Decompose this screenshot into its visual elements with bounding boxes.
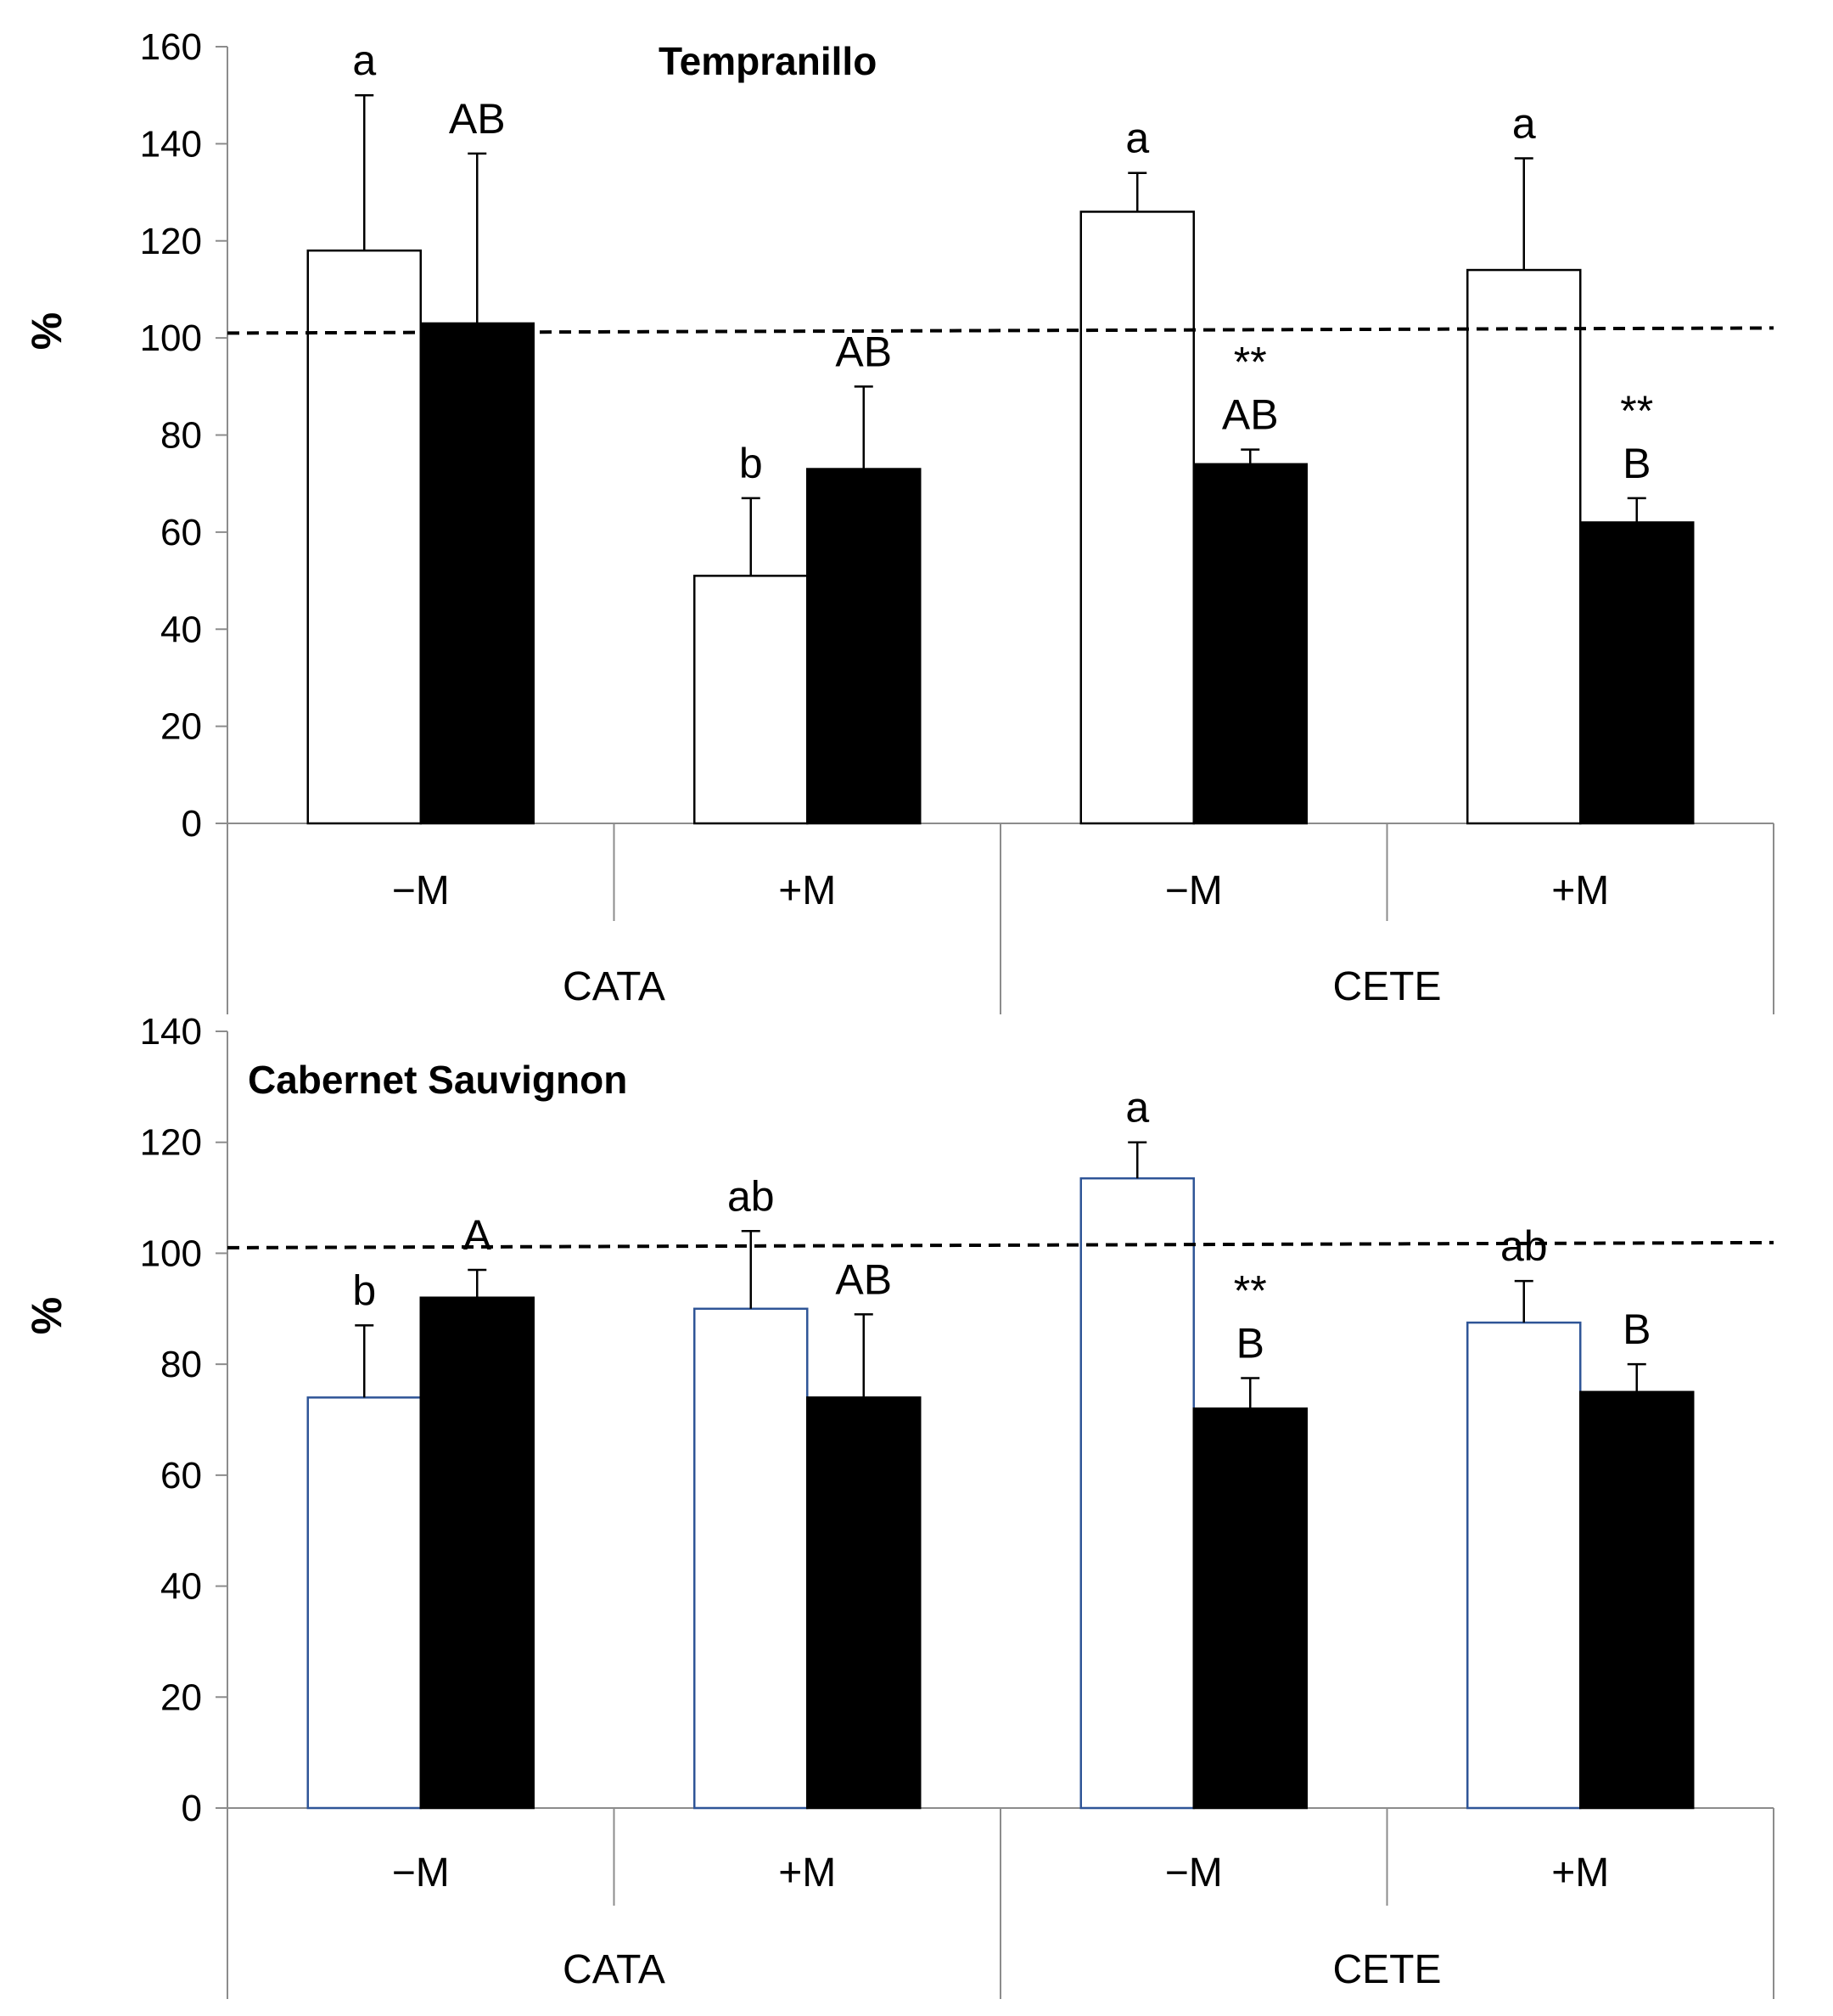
significance-asterisks: **	[1234, 1266, 1267, 1314]
y-tick-label: 80	[160, 415, 202, 457]
significance-letter: ab	[727, 1172, 775, 1220]
category-label: −M	[1165, 868, 1223, 913]
y-tick-label: 0	[182, 1788, 202, 1829]
reference-line	[227, 1240, 1774, 1249]
chart-cabernet-sauvignon: 0 20 40 60 80 100 120 140% −M +M −M +M CATA CETE b ab a a…	[23, 1011, 1774, 1999]
significance-letter: AB	[835, 1255, 892, 1303]
chart-tempranillo: 0 20 40 60 80 100 120 140 160% −M +M −M +M CATA CETE a b…	[23, 26, 1774, 1014]
bar-black	[806, 1396, 922, 1810]
bar-black	[419, 322, 535, 825]
bar-black	[1579, 521, 1695, 825]
y-tick-label: 40	[160, 609, 202, 650]
bar-black	[1192, 463, 1308, 825]
y-axis-label: %	[23, 1297, 70, 1334]
y-tick-label: 160	[140, 26, 202, 68]
y-tick-label: 20	[160, 1676, 202, 1718]
significance-letter: a	[1512, 100, 1536, 148]
group-label: CATA	[563, 1947, 665, 1992]
y-tick-label: 0	[182, 803, 202, 845]
significance-asterisks: **	[1234, 339, 1267, 386]
bar-white	[693, 1307, 809, 1810]
y-tick-label: 140	[140, 123, 202, 165]
significance-asterisks: **	[1620, 387, 1653, 435]
significance-letter: a	[352, 37, 376, 84]
significance-letter: ab	[1500, 1222, 1548, 1270]
significance-letter: AB	[1222, 391, 1279, 439]
bar-white	[1079, 1176, 1195, 1810]
y-tick-label: 140	[140, 1011, 202, 1053]
y-tick-label: 100	[140, 1233, 202, 1274]
bar-white	[1466, 268, 1582, 825]
y-tick-label: 100	[140, 317, 202, 359]
group-label: CETE	[1332, 1947, 1441, 1992]
y-tick-label: 120	[140, 221, 202, 262]
significance-letter: AB	[835, 328, 892, 375]
bar-black	[419, 1296, 535, 1810]
significance-letter: AB	[449, 95, 506, 143]
group-label: CATA	[563, 964, 665, 1009]
bar-black	[806, 468, 922, 825]
y-tick-label: 20	[160, 706, 202, 748]
significance-letter: B	[1623, 1306, 1651, 1353]
y-tick-label: 60	[160, 512, 202, 553]
y-tick-label: 80	[160, 1344, 202, 1385]
category-label: +M	[778, 868, 836, 913]
category-label: −M	[392, 868, 450, 913]
significance-letter: B	[1623, 440, 1651, 487]
significance-letter: B	[1236, 1319, 1264, 1367]
category-label: +M	[1551, 1850, 1609, 1895]
bar-white	[693, 575, 809, 825]
chart-title: Tempranillo	[659, 39, 877, 83]
bar-white	[1466, 1321, 1582, 1810]
category-label: +M	[778, 1850, 836, 1895]
category-label: −M	[392, 1850, 450, 1895]
category-label: −M	[1165, 1850, 1223, 1895]
bar-white	[306, 1396, 422, 1810]
significance-letter: a	[1125, 115, 1149, 162]
y-axis-label: %	[23, 312, 70, 350]
bar-black	[1192, 1407, 1308, 1810]
significance-letter: A	[463, 1211, 492, 1259]
reference-line	[227, 326, 1774, 335]
chart-title: Cabernet Sauvignon	[248, 1058, 627, 1102]
category-label: +M	[1551, 868, 1609, 913]
bar-white	[1079, 211, 1195, 825]
significance-letter: a	[1125, 1084, 1149, 1132]
significance-letter: b	[739, 440, 763, 487]
y-tick-label: 120	[140, 1122, 202, 1164]
y-tick-label: 60	[160, 1455, 202, 1497]
group-label: CETE	[1332, 964, 1441, 1009]
significance-letter: b	[352, 1266, 376, 1314]
bar-black	[1579, 1390, 1695, 1810]
bar-white	[306, 249, 422, 825]
y-tick-label: 40	[160, 1566, 202, 1608]
